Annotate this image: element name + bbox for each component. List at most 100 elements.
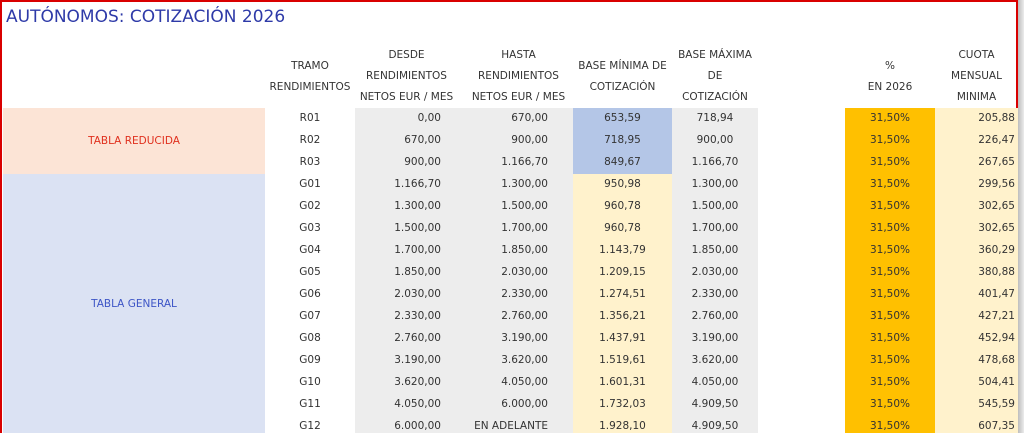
table-row: G03 1.500,00 1.700,00 960,78 1.700,00 31,50% 3… xyxy=(265,217,1018,239)
cell-pct: 31,50% xyxy=(869,266,911,278)
cell-cuota: 545,59 xyxy=(978,398,1015,410)
header-base-max-line1: BASE MÁXIMA xyxy=(678,49,752,61)
base-min-reducida-fill xyxy=(573,108,672,174)
cell-base-min: 950,98 xyxy=(604,178,641,190)
cell-hasta: 670,00 xyxy=(511,112,548,124)
cell-cuota: 478,68 xyxy=(978,354,1015,366)
cell-tramo: G10 xyxy=(299,376,321,388)
cell-hasta: 3.190,00 xyxy=(501,332,548,344)
cell-hasta: 2.760,00 xyxy=(501,310,548,322)
cell-hasta: 2.030,00 xyxy=(501,266,548,278)
cell-hasta: 2.330,00 xyxy=(501,288,548,300)
cell-base-max: 3.190,00 xyxy=(691,332,739,344)
cell-hasta: 3.620,00 xyxy=(501,354,548,366)
cell-cuota: 267,65 xyxy=(978,156,1015,168)
cell-tramo: R01 xyxy=(299,112,321,124)
header-hasta-line2: RENDIMIENTOS xyxy=(478,70,559,82)
header-cuota-line3: MINIMA xyxy=(956,91,997,103)
header-pct: % EN 2026 xyxy=(845,45,935,108)
header-base-max-line3: COTIZACIÓN xyxy=(682,91,748,103)
header-base-min-line1: BASE MÍNIMA DE xyxy=(578,59,667,72)
cell-tramo: G11 xyxy=(299,398,321,410)
cell-desde: 1.166,70 xyxy=(394,178,441,190)
cell-base-max: 4.909,50 xyxy=(691,420,739,432)
cell-desde: 1.850,00 xyxy=(394,266,441,278)
cell-base-max: 4.909,50 xyxy=(691,398,739,410)
header-hasta-line1: HASTA xyxy=(501,49,536,61)
table-row: G04 1.700,00 1.850,00 1.143,79 1.850,00 31,50… xyxy=(265,239,1018,261)
cuota-column-fill xyxy=(935,108,1018,433)
cell-cuota: 380,88 xyxy=(978,266,1015,278)
cell-hasta: 1.300,00 xyxy=(501,178,548,190)
cell-desde: 2.330,00 xyxy=(394,310,441,322)
cell-base-max: 2.030,00 xyxy=(691,266,739,278)
cell-hasta: 4.050,00 xyxy=(501,376,548,388)
cell-hasta: 900,00 xyxy=(511,134,548,146)
cell-cuota: 360,29 xyxy=(978,244,1015,256)
cell-pct: 31,50% xyxy=(869,420,911,432)
header-hasta: HASTA RENDIMIENTOS NETOS EUR / MES xyxy=(464,45,573,108)
cell-tramo: G05 xyxy=(299,266,321,278)
cell-tramo: G01 xyxy=(299,178,321,190)
group-label-text: TABLA REDUCIDA xyxy=(88,135,180,147)
cell-hasta: 1.500,00 xyxy=(501,200,548,212)
cell-base-min: 1.143,79 xyxy=(599,244,646,256)
base-min-general-fill xyxy=(573,174,672,433)
header-cuota-line2: MENSUAL xyxy=(951,70,1002,82)
cell-pct: 31,50% xyxy=(869,310,911,322)
header-cuota: CUOTA MENSUAL MINIMA xyxy=(935,45,1018,108)
cell-base-min: 718,95 xyxy=(604,134,641,146)
cell-pct: 31,50% xyxy=(869,156,911,168)
cell-base-max: 1.850,00 xyxy=(691,244,739,256)
header-desde-line3: NETOS EUR / MES xyxy=(359,91,454,103)
table-row: G01 1.166,70 1.300,00 950,98 1.300,00 31,50% 2… xyxy=(265,173,1018,195)
cell-desde: 670,00 xyxy=(404,134,441,146)
header-desde-line2: RENDIMIENTOS xyxy=(366,70,447,82)
cell-cuota: 302,65 xyxy=(978,200,1015,212)
range-columns-fill xyxy=(355,108,573,433)
pct-column-fill xyxy=(845,108,935,433)
cell-pct: 31,50% xyxy=(869,398,911,410)
cell-base-max: 3.620,00 xyxy=(691,354,739,366)
cell-tramo: G04 xyxy=(299,244,321,256)
header-base-min-line2: COTIZACIÓN xyxy=(589,80,656,93)
cell-base-min: 1.601,31 xyxy=(599,376,646,388)
cell-pct: 31,50% xyxy=(869,222,911,234)
cell-cuota: 607,35 xyxy=(978,420,1015,432)
group-label-tabla-general: TABLA GENERAL xyxy=(3,174,265,433)
cell-base-max: 1.166,70 xyxy=(691,156,739,168)
cell-desde: 6.000,00 xyxy=(394,420,441,432)
cell-cuota: 504,41 xyxy=(978,376,1015,388)
cell-tramo: R03 xyxy=(299,156,321,168)
cell-base-min: 1.732,03 xyxy=(599,398,646,410)
cell-cuota: 401,47 xyxy=(978,288,1015,300)
cell-desde: 4.050,00 xyxy=(394,398,441,410)
cell-base-max: 1.300,00 xyxy=(691,178,739,190)
cell-base-max: 4.050,00 xyxy=(691,376,739,388)
cell-desde: 900,00 xyxy=(404,156,441,168)
table-row: G07 2.330,00 2.760,00 1.356,21 2.760,00 31,50… xyxy=(265,305,1018,327)
cell-tramo: G12 xyxy=(299,420,321,432)
cell-desde: 2.760,00 xyxy=(394,332,441,344)
cell-pct: 31,50% xyxy=(869,112,911,124)
table-row: R03 900,00 1.166,70 849,67 1.166,70 31,50% 267… xyxy=(265,151,1018,173)
cell-pct: 31,50% xyxy=(869,288,911,300)
cell-base-min: 653,59 xyxy=(604,112,641,124)
cell-pct: 31,50% xyxy=(869,354,911,366)
table-row: G09 3.190,00 3.620,00 1.519,61 3.620,00 31,50… xyxy=(265,349,1018,371)
cell-base-min: 1.437,91 xyxy=(599,332,646,344)
cell-cuota: 452,94 xyxy=(978,332,1015,344)
table-row: R01 0,00 670,00 653,59 718,94 31,50% 205,88 xyxy=(265,107,1018,129)
header-desde-line1: DESDE xyxy=(388,49,425,61)
cell-pct: 31,50% xyxy=(869,200,911,212)
cell-hasta: 1.850,00 xyxy=(501,244,548,256)
cell-pct: 31,50% xyxy=(869,332,911,344)
cell-base-max: 1.700,00 xyxy=(691,222,739,234)
cell-hasta: 1.700,00 xyxy=(501,222,548,234)
header-tramo-line1: TRAMO xyxy=(291,59,329,72)
table-row: G05 1.850,00 2.030,00 1.209,15 2.030,00 31,50… xyxy=(265,261,1018,283)
table-row: G12 6.000,00 EN ADELANTE 1.928,10 4.909,50 31… xyxy=(265,415,1018,437)
cell-tramo: G08 xyxy=(299,332,321,344)
cell-base-max: 2.330,00 xyxy=(691,288,739,300)
cell-hasta: EN ADELANTE xyxy=(474,420,548,432)
